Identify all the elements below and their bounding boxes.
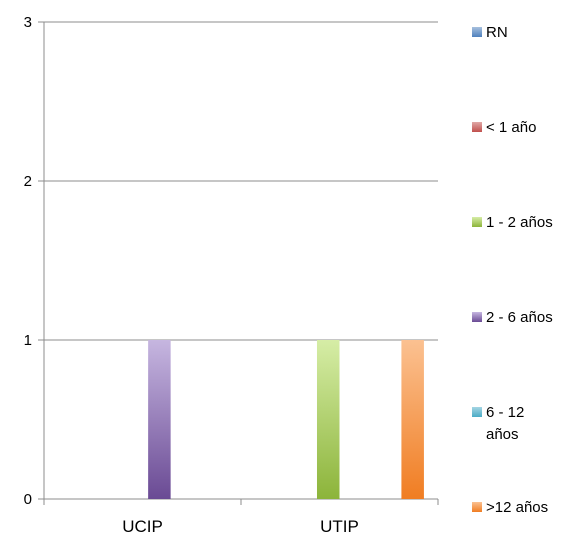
legend-swatch	[472, 122, 482, 132]
y-tick-label: 0	[24, 491, 32, 508]
bar	[148, 340, 171, 499]
axes	[38, 22, 439, 505]
category-labels: UCIP UTIP	[122, 517, 359, 536]
legend-label: 6 - 12 años	[486, 404, 524, 443]
x-category-label: UTIP	[320, 517, 359, 536]
legend-swatch	[472, 27, 482, 37]
y-tick-label: 2	[24, 173, 32, 190]
legend-label: 2 - 6 años	[486, 309, 553, 326]
y-tick-label: 3	[24, 14, 32, 31]
gridlines	[38, 21, 438, 341]
legend-swatch	[472, 407, 482, 417]
bar	[316, 340, 340, 499]
legend-swatch	[472, 502, 482, 512]
bars	[148, 340, 424, 499]
legend-swatch	[472, 312, 482, 322]
legend-label: RN	[486, 24, 508, 41]
y-tick-label: 1	[24, 332, 32, 349]
legend-swatch	[472, 217, 482, 227]
y-tick-labels: 0 1 2 3	[24, 14, 32, 508]
bar	[401, 340, 424, 499]
legend: RN < 1 año 1 - 2 años 2 - 6 años 6 - 12 años >…	[472, 24, 553, 516]
legend-label: >12 años	[486, 499, 548, 516]
x-category-label: UCIP	[122, 517, 163, 536]
legend-label: 1 - 2 años	[486, 214, 553, 231]
legend-label: < 1 año	[486, 119, 536, 136]
